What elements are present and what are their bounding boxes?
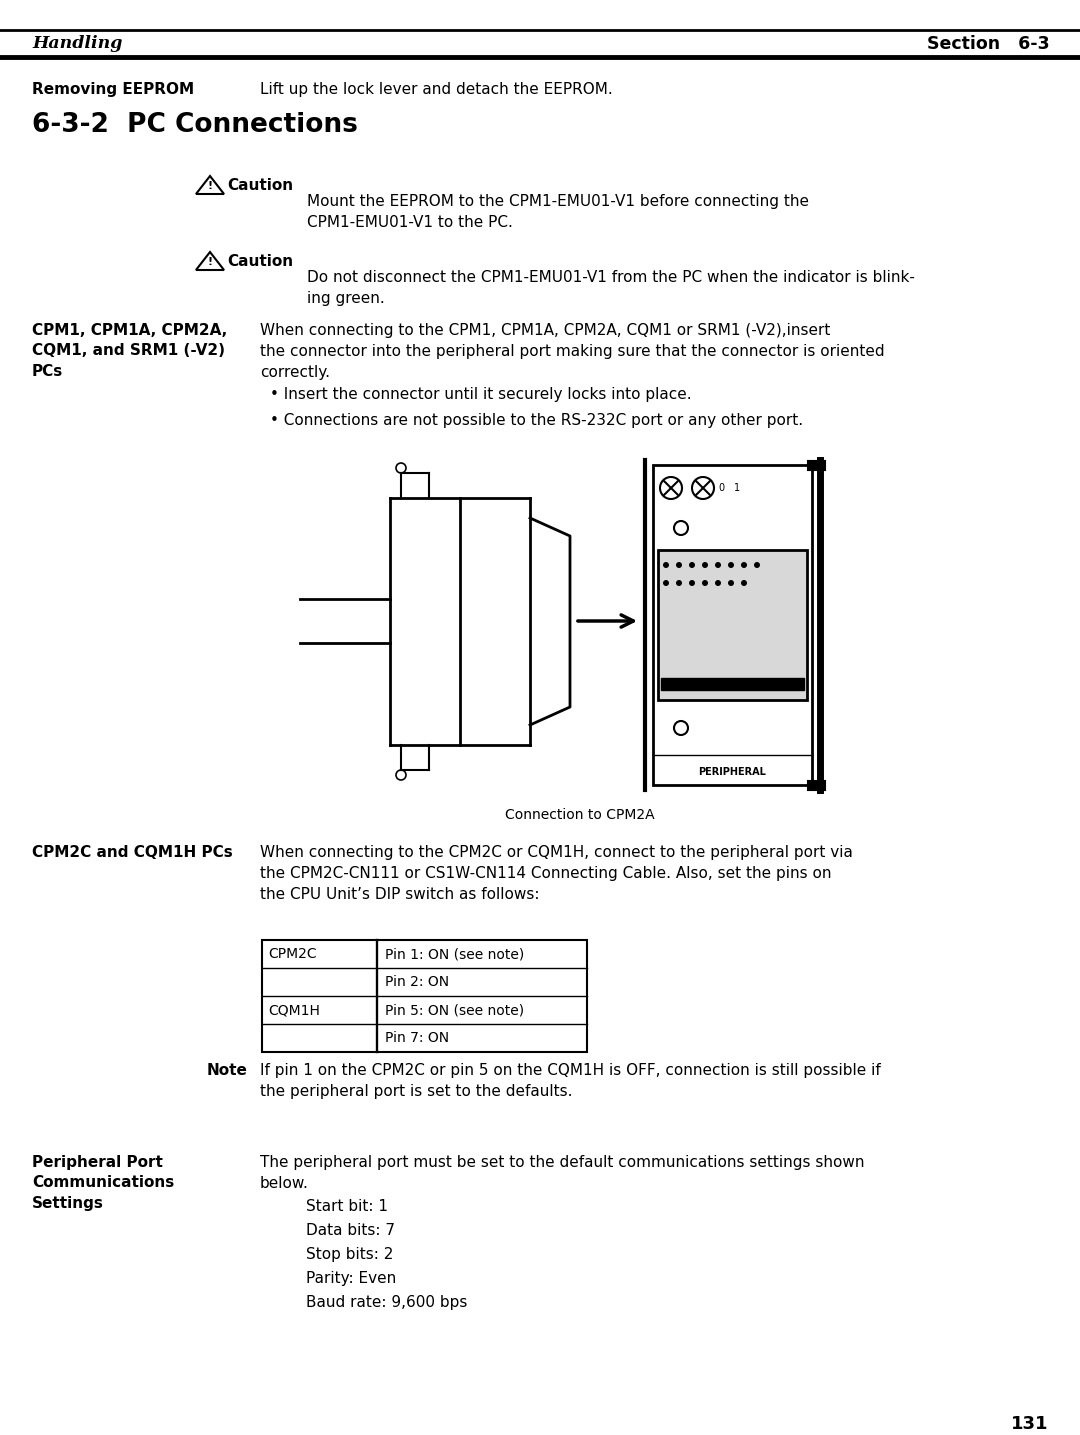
Circle shape (663, 563, 669, 568)
Text: Handling: Handling (32, 36, 122, 53)
Circle shape (702, 580, 708, 585)
Text: • Connections are not possible to the RS-232C port or any other port.: • Connections are not possible to the RS… (270, 413, 804, 428)
Text: When connecting to the CPM2C or CQM1H, connect to the peripheral port via
the CP: When connecting to the CPM2C or CQM1H, c… (260, 845, 853, 903)
Text: Stop bits: 2: Stop bits: 2 (306, 1247, 393, 1261)
Circle shape (702, 563, 708, 568)
Bar (658, 550, 807, 700)
Circle shape (663, 580, 669, 585)
Circle shape (715, 563, 721, 568)
Bar (262, 940, 588, 1052)
Bar (661, 677, 804, 690)
Text: Do not disconnect the CPM1-EMU01-V1 from the PC when the indicator is blink-
ing: Do not disconnect the CPM1-EMU01-V1 from… (307, 270, 915, 306)
Text: Pin 2: ON: Pin 2: ON (384, 974, 449, 989)
Text: Pin 1: ON (see note): Pin 1: ON (see note) (384, 947, 524, 961)
Text: 1: 1 (734, 484, 740, 494)
Text: • Insert the connector until it securely locks into place.: • Insert the connector until it securely… (270, 387, 691, 402)
Circle shape (689, 563, 696, 568)
Circle shape (728, 580, 734, 585)
Text: !: ! (207, 181, 213, 191)
Circle shape (689, 580, 696, 585)
Text: When connecting to the CPM1, CPM1A, CPM2A, CQM1 or SRM1 (-V2),insert
the connect: When connecting to the CPM1, CPM1A, CPM2… (260, 323, 885, 380)
Text: The peripheral port must be set to the default communications settings shown
bel: The peripheral port must be set to the d… (260, 1155, 864, 1191)
Text: Parity: Even: Parity: Even (306, 1271, 396, 1286)
Text: If pin 1 on the CPM2C or pin 5 on the CQM1H is OFF, connection is still possible: If pin 1 on the CPM2C or pin 5 on the CQ… (260, 1063, 881, 1099)
Text: PERIPHERAL: PERIPHERAL (699, 766, 767, 776)
Text: CPM1, CPM1A, CPM2A,
CQM1, and SRM1 (-V2)
PCs: CPM1, CPM1A, CPM2A, CQM1, and SRM1 (-V2)… (32, 323, 227, 379)
Text: Start bit: 1: Start bit: 1 (306, 1200, 388, 1214)
Text: Caution: Caution (227, 178, 293, 192)
Text: Mount the EEPROM to the CPM1-EMU01-V1 before connecting the
CPM1-EMU01-V1 to the: Mount the EEPROM to the CPM1-EMU01-V1 be… (307, 194, 809, 230)
Text: !: ! (207, 257, 213, 267)
Text: Baud rate: 9,600 bps: Baud rate: 9,600 bps (306, 1294, 468, 1310)
Circle shape (676, 580, 681, 585)
Text: Connection to CPM2A: Connection to CPM2A (505, 808, 654, 822)
Text: CPM2C: CPM2C (268, 947, 316, 961)
Text: 0: 0 (718, 484, 724, 494)
Text: Pin 5: ON (see note): Pin 5: ON (see note) (384, 1003, 524, 1017)
Text: CQM1H: CQM1H (268, 1003, 320, 1017)
Circle shape (676, 563, 681, 568)
Text: 6-3-2  PC Connections: 6-3-2 PC Connections (32, 112, 357, 138)
Bar (653, 465, 812, 785)
Circle shape (728, 563, 734, 568)
Circle shape (715, 580, 721, 585)
Text: Peripheral Port
Communications
Settings: Peripheral Port Communications Settings (32, 1155, 174, 1211)
Text: CPM2C and CQM1H PCs: CPM2C and CQM1H PCs (32, 845, 233, 860)
Text: Note: Note (207, 1063, 248, 1078)
Text: Removing EEPROM: Removing EEPROM (32, 82, 194, 98)
Circle shape (754, 563, 760, 568)
Text: Section   6-3: Section 6-3 (928, 34, 1050, 53)
Text: Pin 7: ON: Pin 7: ON (384, 1030, 449, 1045)
Circle shape (741, 580, 747, 585)
Circle shape (741, 563, 747, 568)
Text: Caution: Caution (227, 254, 293, 268)
Text: Data bits: 7: Data bits: 7 (306, 1223, 395, 1238)
Text: 131: 131 (1011, 1415, 1048, 1434)
Text: Lift up the lock lever and detach the EEPROM.: Lift up the lock lever and detach the EE… (260, 82, 612, 98)
